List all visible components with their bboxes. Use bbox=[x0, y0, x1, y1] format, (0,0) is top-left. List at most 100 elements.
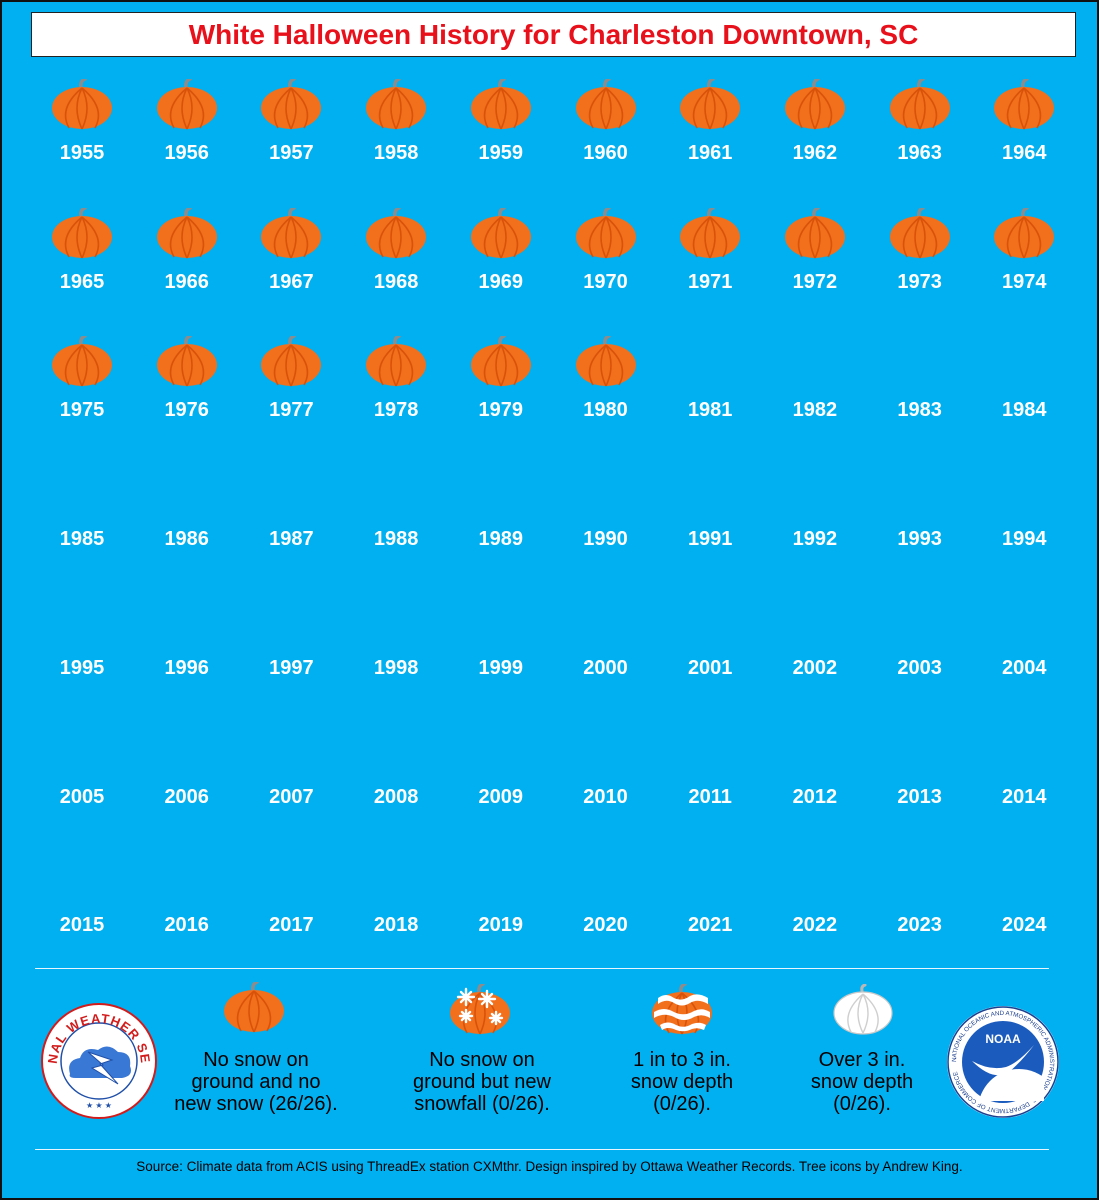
divider-bottom bbox=[35, 1149, 1049, 1150]
year-label: 1999 bbox=[478, 656, 524, 679]
year-grid: 1955 1956 1957 1958 1959 1960 1961 1962 1963 1964… bbox=[2, 2, 1097, 962]
legend-snow-depth-pumpkin-icon bbox=[650, 984, 714, 1036]
year-label: 2012 bbox=[792, 785, 838, 808]
year-label: 1989 bbox=[478, 528, 524, 551]
year-label: 2009 bbox=[478, 785, 524, 808]
pumpkin-icon bbox=[573, 207, 638, 260]
svg-text:★ ★ ★: ★ ★ ★ bbox=[86, 1101, 112, 1110]
year-label: 1968 bbox=[373, 270, 419, 293]
year-label: 1976 bbox=[164, 399, 209, 422]
pumpkin-icon bbox=[364, 79, 428, 131]
legend-depth-over-3-label: Over 3 in. snow depth (0/26). bbox=[810, 1049, 914, 1115]
year-label: 2005 bbox=[59, 785, 105, 808]
year-label: 1961 bbox=[687, 142, 733, 164]
pumpkin-icon bbox=[154, 336, 219, 389]
year-label: 2003 bbox=[897, 656, 942, 679]
year-label: 2023 bbox=[897, 914, 942, 937]
legend-depth-1-3-label: 1 in to 3 in. snow depth (0/26). bbox=[630, 1049, 734, 1115]
year-label: 2007 bbox=[269, 785, 314, 808]
pumpkin-icon bbox=[992, 207, 1057, 260]
pumpkin-icon bbox=[887, 79, 952, 131]
year-label: 1984 bbox=[1002, 399, 1047, 422]
pumpkin-icon bbox=[573, 336, 638, 389]
pumpkin-icon bbox=[783, 207, 847, 260]
year-label: 2016 bbox=[164, 914, 209, 937]
year-label: 2004 bbox=[1002, 656, 1047, 679]
year-label: 1983 bbox=[897, 399, 942, 422]
pumpkin-icon bbox=[469, 79, 533, 131]
pumpkin-icon bbox=[992, 79, 1057, 131]
year-label: 1986 bbox=[164, 528, 209, 551]
year-label: 1992 bbox=[792, 528, 838, 551]
pumpkin-icon bbox=[678, 79, 742, 131]
year-label: 1997 bbox=[269, 656, 314, 679]
year-label: 2013 bbox=[897, 785, 942, 808]
year-label: 1993 bbox=[897, 528, 942, 551]
year-label: 2011 bbox=[688, 785, 732, 808]
year-label: 1955 bbox=[59, 142, 105, 164]
year-label: 2006 bbox=[164, 785, 209, 808]
year-label: 1964 bbox=[1002, 142, 1047, 164]
year-label: 2010 bbox=[583, 785, 628, 808]
year-label: 2018 bbox=[373, 914, 419, 937]
year-label: 2014 bbox=[1002, 785, 1047, 808]
year-label: 1982 bbox=[792, 399, 838, 422]
pumpkin-icon bbox=[364, 207, 428, 260]
legend-new-snowfall-label: No snow on ground but new snowfall (0/26). bbox=[413, 1049, 551, 1115]
legend-no-snow-label: No snow on ground and no new snow (26/26). bbox=[174, 1049, 338, 1115]
year-label: 1967 bbox=[269, 270, 314, 293]
year-label: 2008 bbox=[373, 785, 419, 808]
pumpkin-icon bbox=[887, 207, 952, 260]
divider-top bbox=[35, 968, 1049, 969]
pumpkin-icon bbox=[259, 207, 324, 260]
pumpkin-icon bbox=[364, 336, 428, 389]
pumpkin-icon bbox=[50, 79, 114, 131]
year-label: 1966 bbox=[164, 270, 209, 293]
year-label: 1977 bbox=[269, 399, 314, 422]
year-label: 1979 bbox=[478, 399, 524, 422]
year-label: 2001 bbox=[687, 656, 733, 679]
year-label: 1974 bbox=[1002, 270, 1047, 293]
year-label: 1975 bbox=[59, 399, 105, 422]
year-label: 2021 bbox=[687, 914, 733, 937]
year-label: 1959 bbox=[478, 142, 524, 164]
year-label: 1980 bbox=[583, 399, 628, 422]
year-label: 1956 bbox=[164, 142, 209, 164]
year-label: 1978 bbox=[373, 399, 419, 422]
pumpkin-icon bbox=[154, 79, 219, 131]
year-label: 1960 bbox=[583, 142, 628, 164]
source-note: Source: Climate data from ACIS using Thr… bbox=[136, 1159, 963, 1174]
year-label: 2022 bbox=[792, 914, 838, 937]
year-label: 1998 bbox=[373, 656, 419, 679]
year-label: 1970 bbox=[583, 270, 628, 293]
year-label: 1969 bbox=[478, 270, 524, 293]
year-label: 1981 bbox=[687, 399, 733, 422]
year-label: 1973 bbox=[897, 270, 942, 293]
year-label: 1965 bbox=[59, 270, 105, 293]
year-label: 1990 bbox=[583, 528, 628, 551]
year-label: 1957 bbox=[269, 142, 314, 164]
pumpkin-icon bbox=[50, 336, 114, 389]
pumpkin-icon bbox=[783, 79, 847, 131]
year-label: 1963 bbox=[897, 142, 942, 164]
legend-pumpkin-icon bbox=[222, 982, 286, 1034]
pumpkin-icon bbox=[469, 336, 533, 389]
year-label: 2000 bbox=[583, 656, 628, 679]
year-label: 1958 bbox=[373, 142, 419, 164]
year-label: 1994 bbox=[1002, 528, 1047, 551]
year-label: 1962 bbox=[792, 142, 838, 164]
nws-logo: NATIONAL WEATHER SERVICE ★ ★ ★ bbox=[40, 1002, 157, 1119]
year-label: 1971 bbox=[687, 270, 733, 293]
year-label: 2020 bbox=[583, 914, 628, 937]
title-box: White Halloween History for Charleston D… bbox=[31, 12, 1076, 57]
noaa-label: NOAA bbox=[985, 1032, 1021, 1046]
year-label: 1988 bbox=[373, 528, 419, 551]
pumpkin-icon bbox=[678, 207, 742, 260]
year-label: 2024 bbox=[1002, 914, 1047, 937]
year-label: 2015 bbox=[59, 914, 105, 937]
chart-title: White Halloween History for Charleston D… bbox=[188, 18, 919, 50]
pumpkin-icon bbox=[469, 207, 533, 260]
year-label: 1991 bbox=[687, 528, 733, 551]
year-label: 1987 bbox=[269, 528, 314, 551]
